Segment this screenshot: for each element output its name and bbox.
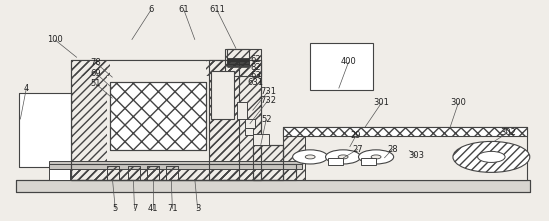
Bar xyxy=(107,166,119,180)
Bar xyxy=(19,93,71,167)
Bar xyxy=(253,145,283,180)
Bar xyxy=(166,166,178,180)
Bar xyxy=(237,102,247,119)
Bar xyxy=(107,166,119,180)
Bar xyxy=(225,49,261,76)
Bar xyxy=(71,164,261,180)
Bar xyxy=(110,82,206,150)
Text: 71: 71 xyxy=(167,204,178,213)
Text: 301: 301 xyxy=(374,98,389,107)
Text: 4: 4 xyxy=(24,84,29,93)
Bar xyxy=(211,71,234,119)
Bar xyxy=(283,136,305,180)
Text: 27: 27 xyxy=(352,145,363,154)
Bar xyxy=(49,161,302,165)
Bar xyxy=(245,128,253,135)
Text: 29: 29 xyxy=(350,131,361,140)
Circle shape xyxy=(305,155,315,159)
Circle shape xyxy=(358,150,394,164)
Text: 78: 78 xyxy=(91,59,102,67)
Text: 400: 400 xyxy=(341,57,356,66)
Bar xyxy=(73,60,259,179)
Circle shape xyxy=(338,155,348,159)
Bar xyxy=(245,119,255,128)
Bar xyxy=(253,145,283,180)
Circle shape xyxy=(326,150,361,164)
Bar xyxy=(16,180,530,192)
Text: 63: 63 xyxy=(250,71,261,80)
Bar xyxy=(71,60,261,180)
Bar xyxy=(209,60,261,180)
Bar xyxy=(71,60,261,180)
Text: 52: 52 xyxy=(261,115,272,124)
Bar xyxy=(128,166,140,180)
Text: 28: 28 xyxy=(387,145,398,154)
Bar xyxy=(49,166,70,180)
Text: 82: 82 xyxy=(250,63,261,72)
Bar xyxy=(49,164,302,169)
Bar xyxy=(71,164,296,180)
Text: 631: 631 xyxy=(247,78,264,87)
Text: 51: 51 xyxy=(91,80,102,88)
Text: 5: 5 xyxy=(113,204,118,213)
Text: 61: 61 xyxy=(178,6,189,14)
Bar xyxy=(110,82,206,150)
Bar xyxy=(209,60,239,180)
Bar xyxy=(147,166,159,180)
Bar xyxy=(310,43,373,90)
Text: 100: 100 xyxy=(47,35,63,44)
Bar xyxy=(128,166,140,180)
Text: 300: 300 xyxy=(451,98,466,107)
Bar xyxy=(253,134,269,145)
Circle shape xyxy=(371,155,381,159)
Text: 732: 732 xyxy=(260,96,276,105)
Circle shape xyxy=(478,151,505,162)
Circle shape xyxy=(453,141,530,172)
Bar xyxy=(209,60,239,180)
Text: 7: 7 xyxy=(132,204,137,213)
Bar xyxy=(361,158,376,165)
Text: 62: 62 xyxy=(250,55,261,64)
Text: 731: 731 xyxy=(260,87,276,96)
Bar xyxy=(166,166,178,180)
Bar xyxy=(110,61,206,81)
Bar xyxy=(71,60,107,180)
Bar xyxy=(49,166,70,180)
Bar xyxy=(283,127,527,136)
Bar xyxy=(328,158,343,165)
Bar xyxy=(19,93,71,167)
Text: 41: 41 xyxy=(147,204,158,213)
Circle shape xyxy=(293,150,328,164)
Text: 302: 302 xyxy=(500,128,516,137)
Bar xyxy=(71,60,261,76)
Bar xyxy=(283,127,527,136)
Text: 303: 303 xyxy=(408,151,424,160)
Bar xyxy=(16,180,530,192)
Bar xyxy=(71,164,296,180)
Text: 3: 3 xyxy=(195,204,200,213)
Bar xyxy=(110,82,206,150)
Bar xyxy=(147,166,159,180)
Text: 611: 611 xyxy=(209,6,225,14)
Bar xyxy=(283,127,527,180)
Bar xyxy=(283,136,305,180)
Bar xyxy=(227,49,249,66)
Text: 69: 69 xyxy=(91,69,102,78)
Text: 6: 6 xyxy=(148,6,154,14)
